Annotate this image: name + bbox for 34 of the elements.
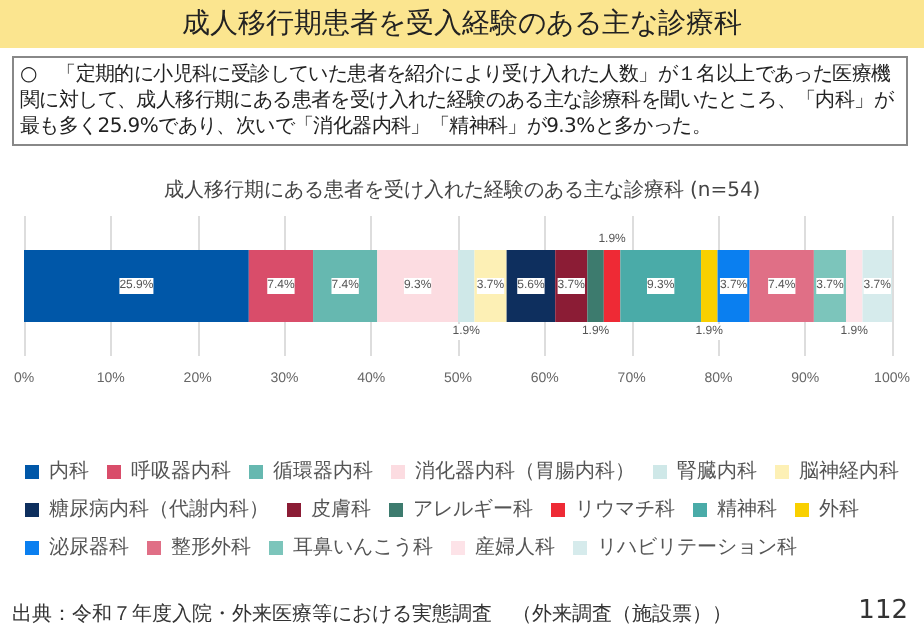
bar [846, 250, 863, 322]
legend-label: 産婦人科 [475, 535, 555, 559]
legend-label: 耳鼻いんこう科 [293, 535, 433, 559]
text: 成人移行期にある患者を受け入れた経験のある主な診療科 (n=54) [161, 177, 763, 204]
bar [458, 250, 475, 322]
legend-label: 腎臓内科 [677, 459, 757, 483]
legend-label: リウマチ科 [575, 497, 675, 521]
bar [248, 250, 314, 322]
source-note: 出典：令和７年度入院・外来医療等における実態調査 （外来調査（施設票）） [12, 601, 732, 628]
legend-label: 整形外科 [171, 535, 251, 559]
bar [749, 250, 814, 322]
legend-label: 内科 [49, 459, 89, 483]
legend-label: 糖尿病内科（代謝内科） [49, 497, 269, 521]
bar [587, 250, 604, 322]
legend-label: アレルギー科 [413, 497, 533, 521]
legend-label: 精神科 [717, 497, 777, 521]
legend-label: 呼吸器内科 [131, 459, 231, 483]
chart-title: 成人移行期患者を受入経験のある主な診療科 [0, 0, 924, 48]
bar [620, 250, 702, 322]
legend-label: 循環器内科 [273, 459, 373, 483]
bar [603, 250, 621, 322]
chart-subtitle: ○ 「定期的に小児科に受診していた患者を紹介により受け入れた人数」が１名以上であった医療機関に対して、成人移行期にある患者を受け入れた経験のある主な診療科を聞いたところ、「内科」が最も多く25.9%であり、次いで「消化器内科」「精神科」が9.3%と多かった。 [12, 56, 908, 146]
legend-label: リハビリテーション科 [597, 535, 797, 559]
legend-label: 泌尿器科 [49, 535, 129, 559]
bar [313, 250, 378, 322]
bar [506, 250, 556, 322]
legend-label: 消化器内科（胃腸内科） [415, 459, 635, 483]
legend-label: 外科 [819, 497, 859, 521]
legend-label: 皮膚科 [311, 497, 371, 521]
bar [701, 250, 718, 322]
bar [24, 250, 249, 322]
text: 112 [858, 596, 908, 626]
legend-label: 脳神経内科 [799, 459, 899, 483]
bar [377, 250, 458, 322]
